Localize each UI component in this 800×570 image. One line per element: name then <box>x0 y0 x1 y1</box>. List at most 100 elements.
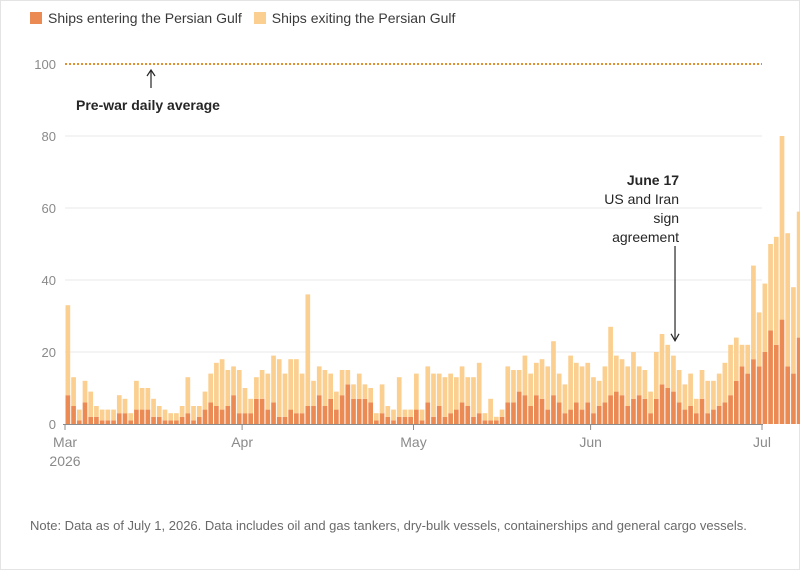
bar-exiting <box>591 377 596 414</box>
bar-exiting <box>648 391 653 414</box>
bar-entering <box>596 406 602 424</box>
bar-entering <box>139 409 145 424</box>
bar-entering <box>762 352 768 424</box>
bar-entering <box>562 413 568 424</box>
bar-exiting <box>191 406 196 421</box>
bar-exiting <box>288 359 294 410</box>
bar-exiting <box>425 366 431 403</box>
bars <box>65 136 800 424</box>
x-tick-label-mar: Mar <box>53 434 77 450</box>
bar-exiting <box>511 370 516 403</box>
bar-entering <box>116 413 122 424</box>
bar-entering <box>545 409 551 424</box>
bar-entering <box>316 395 322 424</box>
bar-exiting <box>768 244 773 331</box>
bar-entering <box>733 380 739 424</box>
bar-exiting <box>299 373 305 414</box>
bar-entering <box>156 416 162 424</box>
bar-entering <box>162 420 168 424</box>
bar-entering <box>311 406 316 424</box>
bar-exiting <box>259 370 265 399</box>
bar-exiting <box>751 265 756 360</box>
bar-exiting <box>408 409 413 417</box>
bar-exiting <box>602 366 608 403</box>
bar-exiting <box>505 366 511 403</box>
bar-exiting <box>316 366 322 396</box>
bar-exiting <box>414 373 419 410</box>
bar-exiting <box>385 406 391 417</box>
bar-exiting <box>773 236 779 345</box>
grid <box>65 135 762 353</box>
bar-entering <box>773 344 779 424</box>
y-tick-label-20: 20 <box>42 345 56 360</box>
bar-exiting <box>642 370 648 399</box>
x-tick-label-may: May <box>400 434 426 450</box>
bar-entering <box>374 420 379 424</box>
bar-entering <box>636 395 642 424</box>
bar-exiting <box>442 377 448 417</box>
bar-entering <box>511 402 516 424</box>
x-tick-label-apr: Apr <box>231 434 253 450</box>
y-tick-label-80: 80 <box>42 129 56 144</box>
bar-exiting <box>573 362 579 403</box>
bar-entering <box>396 416 402 424</box>
bar-exiting <box>156 406 162 417</box>
bar-exiting <box>585 362 591 403</box>
legend-item-exiting: Ships exiting the Persian Gulf <box>253 10 455 26</box>
bar-entering <box>339 395 345 424</box>
bar-entering <box>99 420 105 424</box>
bar-entering <box>602 402 608 424</box>
bar-exiting <box>305 294 311 406</box>
bar-exiting <box>225 370 231 406</box>
bar-exiting <box>671 355 676 392</box>
bar-entering <box>122 413 128 424</box>
bar-exiting <box>631 352 636 399</box>
bar-entering <box>642 398 648 424</box>
bar-exiting <box>693 398 699 414</box>
bar-entering <box>419 420 425 424</box>
x-tick-label-jul: Jul <box>753 434 771 450</box>
bar-exiting <box>276 359 282 417</box>
y-tick-label-60: 60 <box>42 201 56 216</box>
bar-exiting <box>785 233 791 367</box>
bar-entering <box>591 413 596 424</box>
bar-entering <box>368 402 373 424</box>
bar-exiting <box>545 366 551 410</box>
reference-label: Pre-war daily average <box>76 97 220 113</box>
bar-exiting <box>82 380 88 403</box>
bar-entering <box>533 395 539 424</box>
bar-entering <box>716 406 722 424</box>
bar-entering <box>648 413 653 424</box>
bar-entering <box>699 398 705 424</box>
bar-entering <box>271 402 276 424</box>
bar-exiting <box>396 377 402 417</box>
bar-exiting <box>613 355 619 392</box>
bar-exiting <box>351 384 356 399</box>
bar-exiting <box>168 413 174 421</box>
bar-entering <box>259 398 265 424</box>
bar-entering <box>191 420 196 424</box>
bar-exiting <box>699 370 705 399</box>
bar-exiting <box>522 355 528 396</box>
bar-entering <box>345 384 351 424</box>
event-date-label: June 17 <box>627 172 679 188</box>
bar-entering <box>88 416 94 424</box>
event-text-line3: agreement <box>612 229 679 245</box>
bar-entering <box>185 413 191 424</box>
bar-entering <box>482 420 488 424</box>
bar-exiting <box>528 373 533 406</box>
bar-entering <box>573 402 579 424</box>
bar-entering <box>288 409 294 424</box>
bar-exiting <box>419 409 425 421</box>
bar-entering <box>202 409 208 424</box>
bar-entering <box>362 398 368 424</box>
bar-entering <box>465 406 471 424</box>
x-tick-sublabel: 2026 <box>49 453 80 469</box>
bar-entering <box>351 398 356 424</box>
bar-exiting <box>688 373 693 406</box>
bar-entering <box>522 395 528 424</box>
legend-label-entering: Ships entering the Persian Gulf <box>48 10 242 26</box>
bar-entering <box>791 373 796 424</box>
bar-exiting <box>65 305 71 396</box>
